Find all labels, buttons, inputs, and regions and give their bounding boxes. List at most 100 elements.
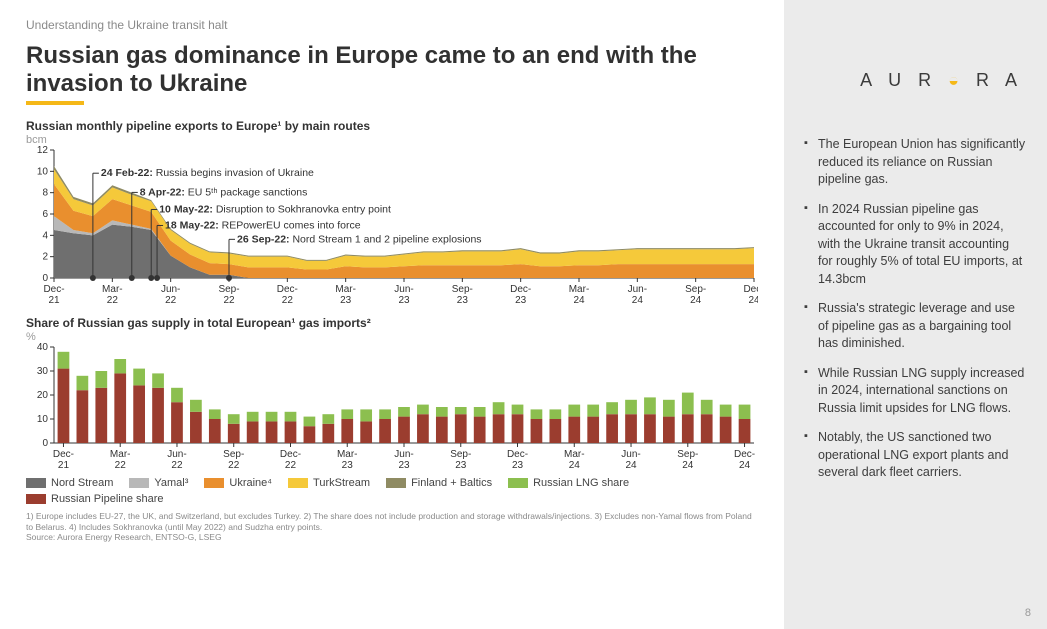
svg-text:23: 23: [512, 460, 524, 471]
svg-text:4: 4: [42, 231, 48, 242]
svg-text:10: 10: [37, 414, 49, 425]
svg-text:23: 23: [342, 460, 354, 471]
svg-text:Dec-: Dec-: [734, 449, 755, 460]
svg-text:Mar-: Mar-: [335, 284, 356, 295]
svg-text:40: 40: [37, 343, 49, 353]
bar: [58, 369, 70, 443]
bar: [209, 410, 221, 420]
legend-item: Finland + Baltics: [386, 477, 492, 489]
legend-label: TurkStream: [313, 477, 370, 489]
svg-text:8: 8: [42, 188, 48, 199]
svg-text:Mar-: Mar-: [102, 284, 123, 295]
bar: [379, 410, 391, 420]
bar: [644, 398, 656, 415]
bar: [77, 390, 89, 443]
bar: [606, 414, 618, 443]
legend-item: Yamal³: [129, 477, 188, 489]
bar: [625, 400, 637, 414]
svg-text:24: 24: [573, 295, 585, 306]
svg-text:23: 23: [457, 295, 469, 306]
bar: [360, 410, 372, 422]
svg-text:Sep-: Sep-: [218, 284, 239, 295]
svg-text:Dec-: Dec-: [507, 449, 528, 460]
bar: [133, 369, 145, 386]
svg-text:10: 10: [37, 167, 49, 178]
legend-item: Ukraine⁴: [204, 477, 272, 489]
bar: [398, 417, 410, 443]
svg-text:0: 0: [42, 273, 48, 284]
svg-text:Sep-: Sep-: [685, 284, 706, 295]
bar: [568, 405, 580, 417]
svg-text:22: 22: [228, 460, 240, 471]
legend-swatch: [26, 494, 46, 504]
sidebar-bullets: The European Union has significantly red…: [804, 136, 1027, 482]
legend-label: Finland + Baltics: [411, 477, 492, 489]
page-number: 8: [1025, 607, 1031, 619]
legend-label: Nord Stream: [51, 477, 113, 489]
bar: [95, 371, 107, 388]
bar: [190, 400, 202, 412]
svg-text:Mar-: Mar-: [569, 284, 590, 295]
sun-icon: ◒: [948, 70, 965, 90]
svg-text:Jun-: Jun-: [394, 449, 413, 460]
bar: [587, 405, 599, 417]
svg-text:Dec-: Dec-: [277, 284, 298, 295]
sidebar: A U R ◒ R A The European Union has signi…: [784, 0, 1047, 629]
svg-text:12: 12: [37, 146, 49, 156]
sidebar-bullet: The European Union has significantly red…: [804, 136, 1027, 189]
bar: [209, 419, 221, 443]
legend-label: Russian LNG share: [533, 477, 629, 489]
svg-text:22: 22: [285, 460, 297, 471]
svg-text:0: 0: [42, 438, 48, 449]
legend-swatch: [288, 478, 308, 488]
bar: [701, 400, 713, 414]
bar: [739, 419, 751, 443]
svg-text:Jun-: Jun-: [621, 449, 640, 460]
chart2: 010203040Dec-21Mar-22Jun-22Sep-22Dec-22M…: [26, 343, 760, 471]
bar: [341, 419, 353, 443]
chart2-svg: 010203040Dec-21Mar-22Jun-22Sep-22Dec-22M…: [26, 343, 758, 471]
svg-text:22: 22: [223, 295, 235, 306]
svg-text:2: 2: [42, 252, 48, 263]
bar: [417, 405, 429, 415]
svg-text:23: 23: [455, 460, 467, 471]
svg-text:Sep-: Sep-: [223, 449, 244, 460]
bar: [436, 407, 448, 417]
bar: [228, 414, 240, 424]
svg-text:23: 23: [515, 295, 527, 306]
svg-text:6: 6: [42, 209, 48, 220]
svg-text:Dec-: Dec-: [53, 449, 74, 460]
svg-text:22: 22: [171, 460, 183, 471]
svg-text:Mar-: Mar-: [564, 449, 585, 460]
svg-text:23: 23: [398, 295, 410, 306]
bar: [341, 410, 353, 420]
bar: [682, 393, 694, 415]
bar: [720, 405, 732, 417]
legend-item: Russian Pipeline share: [26, 493, 164, 505]
bar: [644, 414, 656, 443]
bar: [493, 414, 505, 443]
sidebar-bullet: In 2024 Russian pipeline gas accounted f…: [804, 201, 1027, 289]
svg-text:21: 21: [58, 460, 70, 471]
chart1-svg: 024681012Dec-21Mar-22Jun-22Sep-22Dec-22M…: [26, 146, 758, 306]
bar: [701, 414, 713, 443]
bar: [531, 410, 543, 420]
svg-text:24: 24: [632, 295, 644, 306]
svg-text:18 May-22: REPowerEU comes int: 18 May-22: REPowerEU comes into force: [165, 220, 361, 232]
bar: [285, 422, 297, 444]
bar: [606, 402, 618, 414]
svg-text:24: 24: [682, 460, 694, 471]
bar: [171, 388, 183, 402]
legend-label: Ukraine⁴: [229, 477, 272, 489]
bar: [398, 407, 410, 417]
bar: [322, 424, 334, 443]
legend-swatch: [204, 478, 224, 488]
legend-item: Russian LNG share: [508, 477, 629, 489]
bar: [228, 424, 240, 443]
page-title: Russian gas dominance in Europe came to …: [26, 42, 726, 97]
svg-text:26 Sep-22: Nord Stream 1 and 2: 26 Sep-22: Nord Stream 1 and 2 pipeline …: [237, 234, 482, 246]
svg-text:24: 24: [625, 460, 637, 471]
svg-text:Sep-: Sep-: [452, 284, 473, 295]
legend-label: Yamal³: [154, 477, 188, 489]
bar: [190, 412, 202, 443]
